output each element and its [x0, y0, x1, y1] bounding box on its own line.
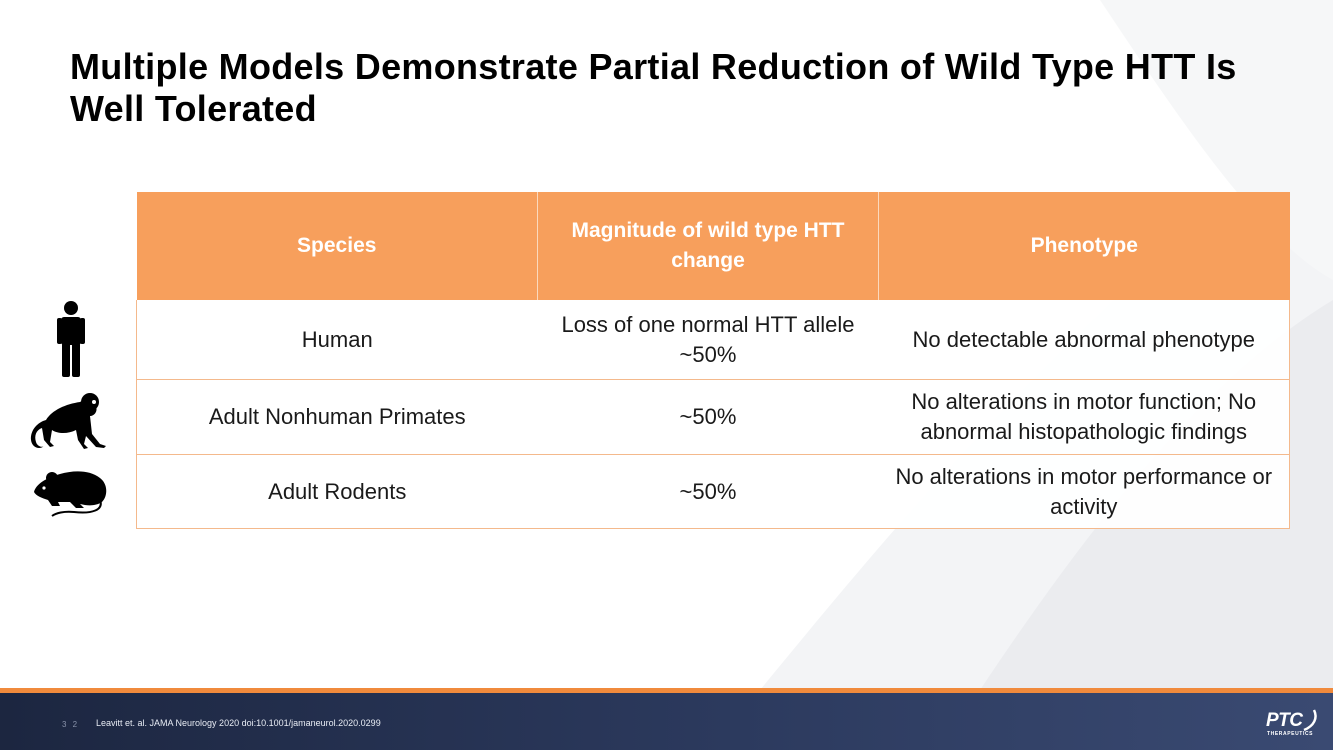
rodent-icon [34, 471, 107, 517]
magnitude-cell: Loss of one normal HTT allele ~50% [537, 300, 879, 380]
table-header-row: Species Magnitude of wild type HTT chang… [136, 192, 1290, 300]
header-magnitude: Magnitude of wild type HTT change [537, 192, 879, 300]
species-cell: Human [136, 300, 538, 380]
phenotype-cell: No alterations in motor function; No abn… [878, 379, 1290, 455]
citation: Leavitt et. al. JAMA Neurology 2020 doi:… [96, 718, 381, 728]
species-table: Species Magnitude of wild type HTT chang… [136, 192, 1290, 529]
table-row: Human Loss of one normal HTT allele ~50%… [136, 300, 1290, 380]
ptc-logo: PTC THERAPEUTICS [1262, 708, 1322, 742]
magnitude-cell: ~50% [537, 454, 879, 529]
header-phenotype: Phenotype [878, 192, 1290, 300]
human-icon [57, 301, 85, 377]
phenotype-cell: No alterations in motor performance or a… [878, 454, 1290, 529]
logo-subtitle: THERAPEUTICS [1267, 731, 1314, 737]
logo-arc-icon [1303, 709, 1317, 732]
monkey-icon [30, 393, 106, 449]
header-species: Species [136, 192, 538, 300]
table-row: Adult Rodents ~50% No alterations in mot… [136, 454, 1290, 529]
species-cell: Adult Nonhuman Primates [136, 379, 538, 455]
footer-bar [0, 693, 1333, 750]
species-cell: Adult Rodents [136, 454, 538, 529]
page-number: 3 2 [62, 720, 80, 729]
magnitude-cell: ~50% [537, 379, 879, 455]
logo-text: PTC [1266, 710, 1303, 731]
footer-accent-line [0, 688, 1333, 693]
table-row: Adult Nonhuman Primates ~50% No alterati… [136, 379, 1290, 455]
slide-title: Multiple Models Demonstrate Partial Redu… [70, 46, 1237, 129]
phenotype-cell: No detectable abnormal phenotype [878, 300, 1290, 380]
